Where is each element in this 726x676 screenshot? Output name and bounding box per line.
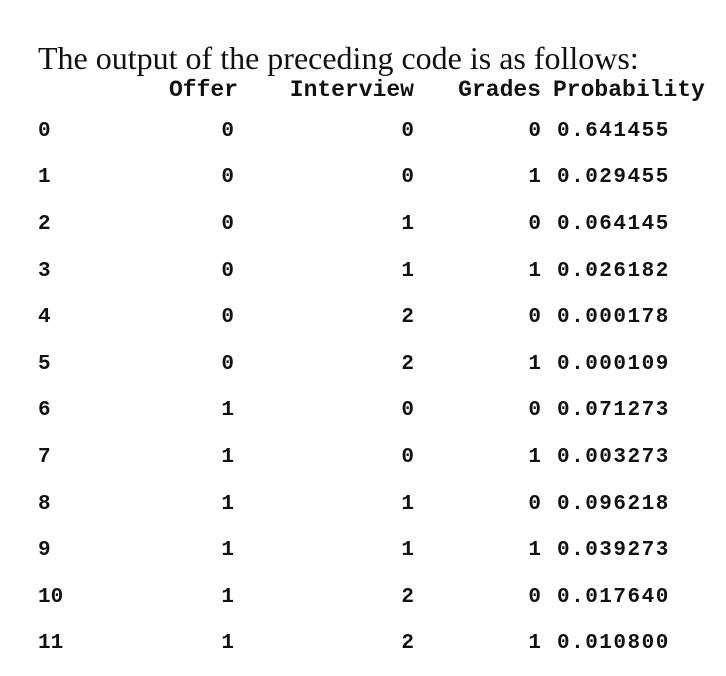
row-index: 2 bbox=[38, 212, 51, 236]
column-header-probability: Probability bbox=[553, 77, 705, 103]
row-index: 6 bbox=[38, 399, 51, 423]
cell-grades: 0 bbox=[528, 585, 541, 609]
table-row: 4 0 2 0 0.000178 bbox=[0, 294, 726, 341]
table-row: 1 0 0 1 0.029455 bbox=[0, 155, 726, 202]
cell-probability: 0.010800 bbox=[557, 632, 670, 656]
cell-grades: 1 bbox=[528, 632, 541, 656]
cell-probability: 0.064145 bbox=[557, 212, 670, 236]
cell-probability: 0.641455 bbox=[557, 119, 670, 143]
row-index: 1 bbox=[38, 166, 51, 190]
table-row: 11 1 2 1 0.010800 bbox=[0, 621, 726, 668]
cell-probability: 0.000178 bbox=[557, 306, 670, 330]
table-row: 2 0 1 0 0.064145 bbox=[0, 201, 726, 248]
cell-offer: 0 bbox=[221, 212, 234, 236]
cell-offer: 0 bbox=[221, 166, 234, 190]
cell-probability: 0.017640 bbox=[557, 585, 670, 609]
probability-table: Offer Interview Grades Probability 0 0 0… bbox=[0, 72, 726, 667]
table-header: Offer Interview Grades Probability bbox=[0, 72, 726, 108]
index-header bbox=[0, 72, 138, 108]
cell-grades: 0 bbox=[528, 119, 541, 143]
cell-offer: 1 bbox=[221, 632, 234, 656]
cell-offer: 1 bbox=[221, 539, 234, 563]
column-header-grades: Grades bbox=[458, 77, 541, 103]
cell-probability: 0.000109 bbox=[557, 352, 670, 376]
cell-grades: 0 bbox=[528, 306, 541, 330]
cell-grades: 1 bbox=[528, 539, 541, 563]
cell-offer: 1 bbox=[221, 445, 234, 469]
cell-offer: 0 bbox=[221, 352, 234, 376]
column-header-interview: Interview bbox=[289, 77, 414, 103]
cell-probability: 0.096218 bbox=[557, 492, 670, 516]
cell-offer: 1 bbox=[221, 399, 234, 423]
row-index: 0 bbox=[38, 119, 51, 143]
table-row: 8 1 1 0 0.096218 bbox=[0, 481, 726, 528]
cell-interview: 0 bbox=[401, 119, 414, 143]
row-index: 10 bbox=[38, 585, 64, 609]
cell-interview: 1 bbox=[401, 492, 414, 516]
table-row: 0 0 0 0 0.641455 bbox=[0, 108, 726, 155]
cell-interview: 2 bbox=[401, 306, 414, 330]
cell-probability: 0.029455 bbox=[557, 166, 670, 190]
cell-probability: 0.039273 bbox=[557, 539, 670, 563]
cell-offer: 0 bbox=[221, 259, 234, 283]
cell-offer: 0 bbox=[221, 306, 234, 330]
row-index: 5 bbox=[38, 352, 51, 376]
cell-grades: 1 bbox=[528, 166, 541, 190]
cell-interview: 2 bbox=[401, 352, 414, 376]
cell-offer: 0 bbox=[221, 119, 234, 143]
table-body: 0 0 0 0 0.641455 1 0 0 1 0.029455 2 0 1 … bbox=[0, 108, 726, 667]
header-row: Offer Interview Grades Probability bbox=[0, 72, 726, 108]
row-index: 11 bbox=[38, 632, 64, 656]
cell-offer: 1 bbox=[221, 492, 234, 516]
row-index: 9 bbox=[38, 539, 51, 563]
row-index: 3 bbox=[38, 259, 51, 283]
row-index: 8 bbox=[38, 492, 51, 516]
cell-grades: 1 bbox=[528, 352, 541, 376]
cell-probability: 0.026182 bbox=[557, 259, 670, 283]
cell-grades: 1 bbox=[528, 445, 541, 469]
cell-grades: 0 bbox=[528, 492, 541, 516]
cell-interview: 0 bbox=[401, 166, 414, 190]
cell-grades: 0 bbox=[528, 212, 541, 236]
table-row: 9 1 1 1 0.039273 bbox=[0, 527, 726, 574]
row-index: 4 bbox=[38, 306, 51, 330]
table-row: 5 0 2 1 0.000109 bbox=[0, 341, 726, 388]
row-index: 7 bbox=[38, 445, 51, 469]
table-row: 3 0 1 1 0.026182 bbox=[0, 248, 726, 295]
cell-grades: 1 bbox=[528, 259, 541, 283]
cell-probability: 0.003273 bbox=[557, 445, 670, 469]
intro-paragraph: The output of the preceding code is as f… bbox=[38, 40, 639, 76]
cell-interview: 2 bbox=[401, 585, 414, 609]
cell-interview: 1 bbox=[401, 212, 414, 236]
column-header-offer: Offer bbox=[168, 77, 238, 103]
cell-grades: 0 bbox=[528, 399, 541, 423]
cell-interview: 1 bbox=[401, 539, 414, 563]
cell-interview: 2 bbox=[401, 632, 414, 656]
cell-probability: 0.071273 bbox=[557, 399, 670, 423]
cell-interview: 0 bbox=[401, 445, 414, 469]
table-row: 6 1 0 0 0.071273 bbox=[0, 388, 726, 435]
table-row: 7 1 0 1 0.003273 bbox=[0, 434, 726, 481]
table-row: 10 1 2 0 0.017640 bbox=[0, 574, 726, 621]
cell-interview: 0 bbox=[401, 399, 414, 423]
cell-offer: 1 bbox=[221, 585, 234, 609]
cell-interview: 1 bbox=[401, 259, 414, 283]
